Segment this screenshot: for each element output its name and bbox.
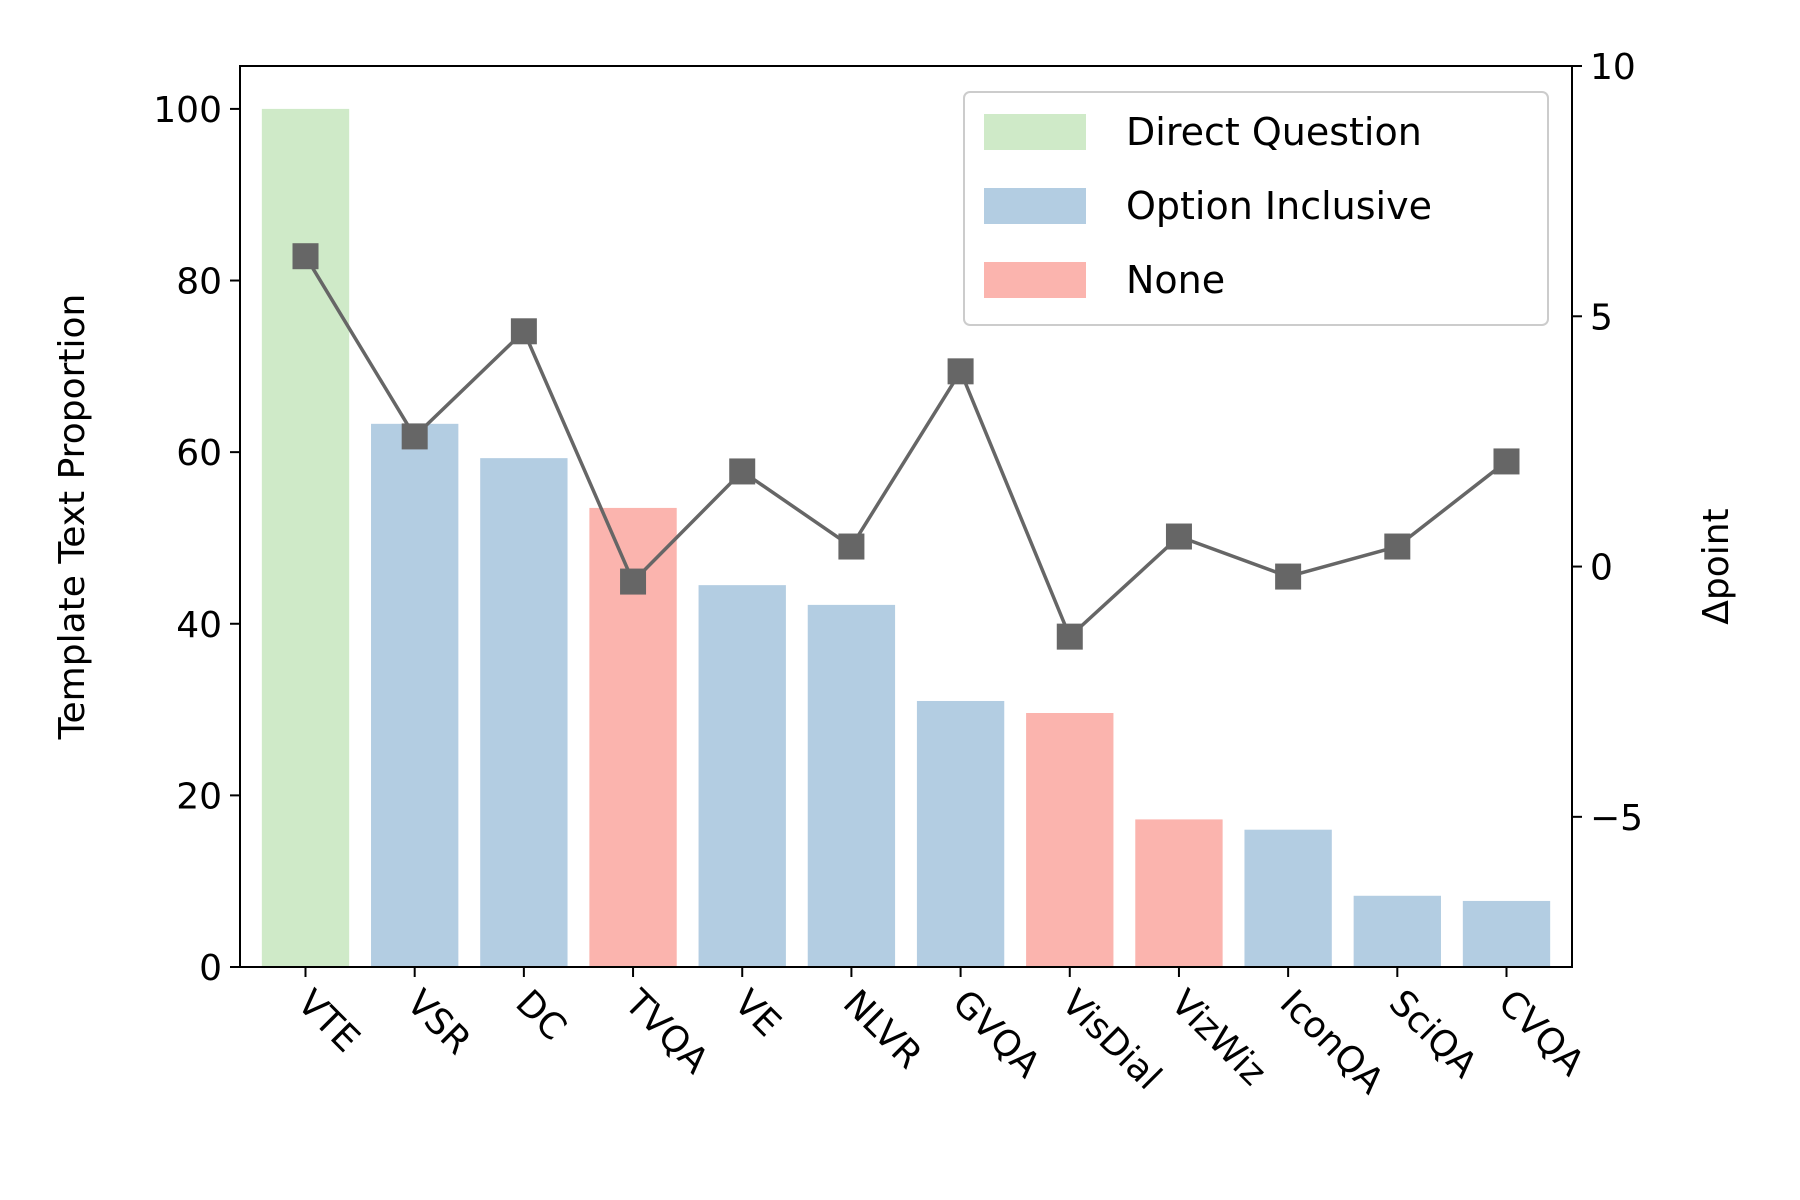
legend-box (963, 91, 1549, 326)
x-tick-label: VE (726, 982, 788, 1044)
legend-label: None (1126, 258, 1225, 302)
left-tick-label: 20 (176, 776, 222, 817)
x-tick-label: VisDial (1053, 982, 1169, 1098)
legend-swatch (984, 188, 1086, 224)
x-tick-label: TVQA (616, 982, 716, 1082)
delta-marker-cvqa (1493, 448, 1520, 475)
x-tick-label: GVQA (944, 982, 1048, 1086)
y-axis-label: Template Text Proportion (52, 294, 93, 741)
left-tick-label: 40 (176, 605, 222, 646)
bar-dc (480, 458, 568, 967)
left-tick-label: 60 (176, 433, 222, 474)
left-tick-label: 0 (199, 948, 222, 989)
delta-marker-nlvr (838, 533, 865, 560)
delta-marker-vizwiz (1165, 523, 1192, 550)
bar-gvqa (916, 700, 1005, 967)
x-tick-label: IconQA (1272, 982, 1392, 1102)
delta-marker-iconqa (1275, 563, 1302, 590)
x-tick-label: VizWiz (1163, 982, 1274, 1093)
right-tick-label: 10 (1590, 47, 1636, 88)
x-tick-label: SciQA (1381, 982, 1485, 1086)
x-tick-label: DC (508, 982, 574, 1048)
bar-iconqa (1244, 829, 1332, 967)
x-tick-label: VTE (289, 982, 367, 1060)
bar-ve (698, 585, 786, 967)
right-tick-label: −5 (1590, 798, 1643, 839)
bar-vizwiz (1135, 819, 1223, 967)
right-tick-label: 0 (1590, 548, 1613, 589)
delta-marker-gvqa (947, 358, 974, 385)
delta-marker-tvqa (620, 568, 647, 595)
bar-sciqa (1353, 895, 1441, 967)
legend-swatch (984, 114, 1086, 150)
bar-cvqa (1462, 900, 1551, 967)
left-tick-label: 80 (176, 262, 222, 303)
left-tick-label: 100 (153, 90, 222, 131)
delta-marker-ve (729, 458, 756, 485)
delta-marker-visdial (1056, 623, 1083, 650)
x-tick-label: NLVR (835, 982, 930, 1077)
plot-frame (239, 65, 1573, 968)
delta-line (304, 255, 1508, 639)
legend-label: Option Inclusive (1126, 184, 1432, 228)
x-tick-label: CVQA (1490, 982, 1592, 1084)
legend: Direct Question Option Inclusive None (963, 91, 1549, 326)
bar-vsr (371, 423, 459, 968)
bar-vte (261, 108, 350, 967)
legend-label: Direct Question (1126, 110, 1422, 154)
delta-marker-vte (292, 243, 319, 270)
bar-nlvr (807, 604, 896, 967)
y2-axis-label: Δpoint (1696, 508, 1737, 624)
x-tick-label: VSR (398, 982, 478, 1062)
legend-swatch (984, 262, 1086, 298)
delta-marker-vsr (401, 423, 428, 450)
delta-marker-sciqa (1384, 533, 1411, 560)
line-layer (292, 243, 1520, 650)
bar-visdial (1026, 713, 1114, 967)
right-tick-label: 5 (1590, 297, 1613, 338)
delta-marker-dc (510, 318, 537, 345)
